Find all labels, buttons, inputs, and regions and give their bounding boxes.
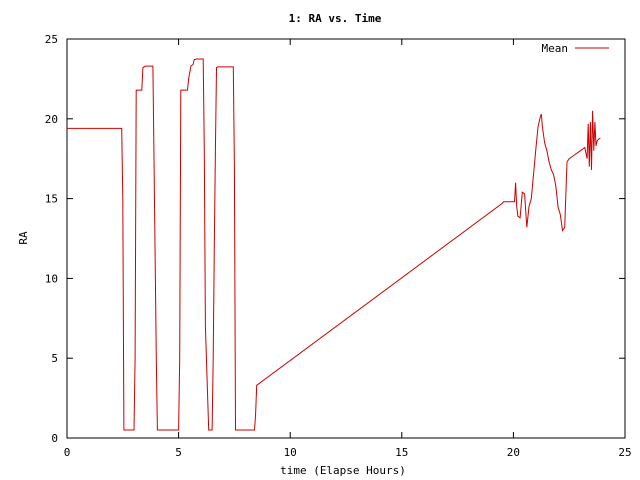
- legend-label: Mean: [542, 42, 569, 55]
- y-tick-label: 15: [45, 193, 58, 206]
- plot-group: [67, 58, 601, 431]
- y-tick-label: 0: [51, 432, 58, 445]
- x-tick-label: 25: [618, 446, 631, 459]
- x-tick-label: 20: [507, 446, 520, 459]
- y-tick-label: 25: [45, 33, 58, 46]
- plot-frame: [66, 38, 626, 439]
- x-tick-label: 10: [284, 446, 297, 459]
- y-axis-label: RA: [17, 231, 30, 245]
- y-tick-label: 10: [45, 272, 58, 285]
- legend: Mean: [542, 42, 609, 55]
- y-tick-label: 5: [51, 352, 58, 365]
- axes-group: 0 5 10 15 20 25 0 5 10 15 20 25: [45, 33, 632, 459]
- series-line-mean: [67, 58, 601, 431]
- y-tick-label: 20: [45, 113, 58, 126]
- x-axis-label: time (Elapse Hours): [280, 464, 406, 477]
- x-tick-label: 15: [395, 446, 408, 459]
- x-tick-label: 5: [175, 446, 182, 459]
- chart-title: 1: RA vs. Time: [289, 12, 382, 25]
- x-tick-label: 0: [64, 446, 71, 459]
